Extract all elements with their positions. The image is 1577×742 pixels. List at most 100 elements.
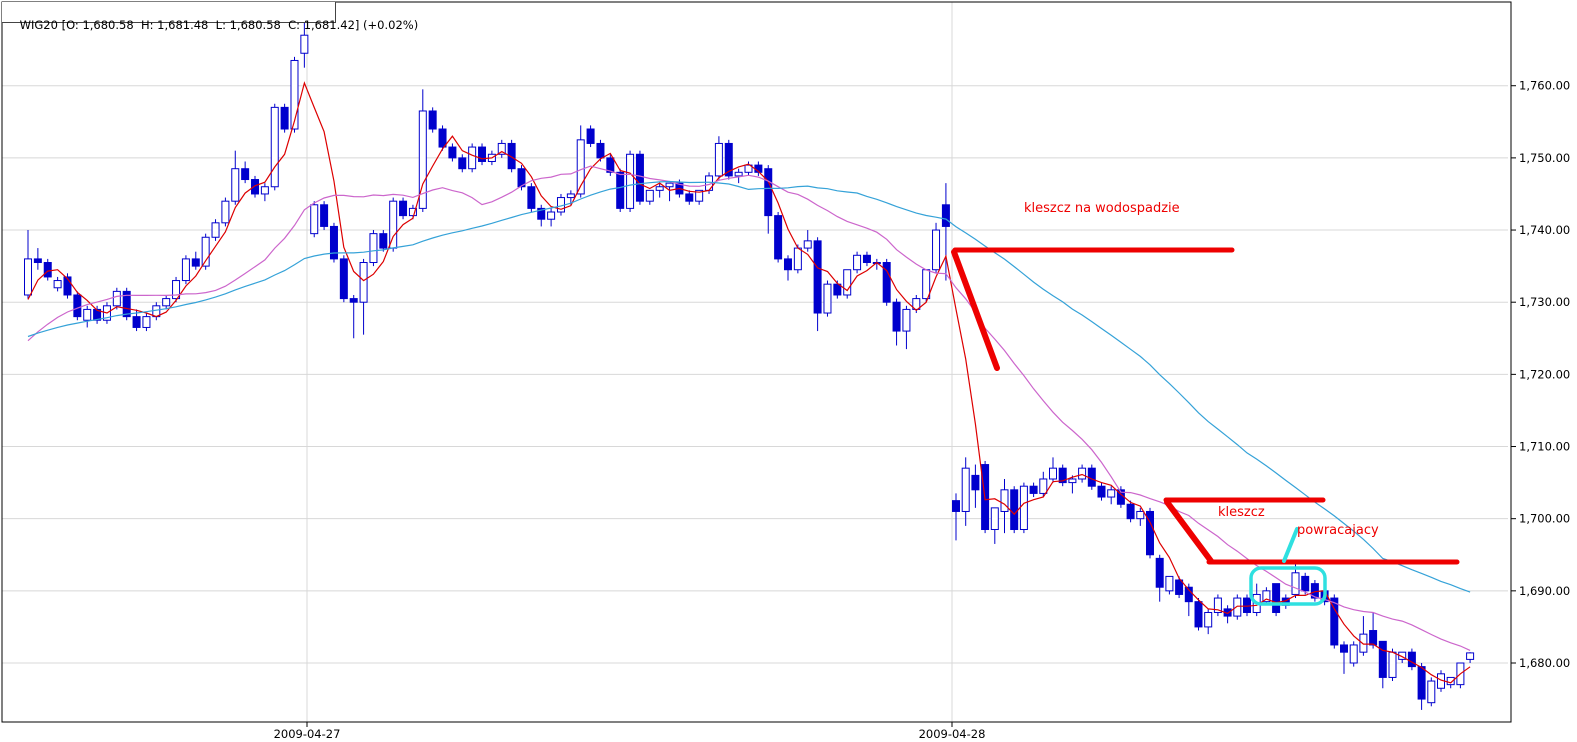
candle-up — [961, 467, 970, 512]
candle-up — [645, 189, 654, 202]
candle-down — [527, 186, 536, 209]
candle-down — [63, 276, 72, 296]
candle-down — [320, 204, 329, 227]
candle-up — [211, 222, 220, 238]
candle-up — [853, 254, 862, 271]
candle-down — [596, 142, 605, 159]
candle-down — [813, 240, 822, 314]
candle-down — [93, 308, 102, 321]
candle-down — [1097, 485, 1106, 498]
candle-up — [112, 290, 121, 307]
axes — [1, 1, 1512, 723]
candle-down — [1407, 651, 1416, 668]
candle-up — [1213, 597, 1222, 613]
candle-down — [1058, 467, 1067, 484]
candle-up — [1291, 572, 1300, 595]
candle-down — [122, 290, 131, 318]
candle-up — [369, 233, 378, 264]
candle-down — [438, 128, 447, 148]
candle-up — [932, 229, 941, 271]
candle-down — [941, 204, 950, 227]
y-axis-label: 1,760.00 — [1519, 79, 1570, 93]
candle-up — [912, 298, 921, 310]
candle-down — [33, 258, 42, 264]
candle-down — [1087, 467, 1096, 487]
red-annotation-line — [951, 249, 1000, 371]
cyan-highlight-box — [1249, 566, 1327, 606]
candle-down — [1010, 489, 1019, 531]
candle-down — [241, 168, 250, 181]
candle-up — [300, 34, 309, 54]
candle-up — [408, 207, 417, 217]
candle-up — [468, 146, 477, 170]
candle-up — [1165, 575, 1174, 592]
candle-up — [1107, 489, 1116, 498]
candle-up — [793, 247, 802, 271]
candle-down — [586, 128, 595, 144]
candle-down — [1378, 640, 1387, 678]
candle-up — [1359, 633, 1368, 653]
candle-up — [566, 193, 575, 199]
candle-up — [626, 153, 635, 209]
candle-up — [162, 298, 171, 307]
candle-up — [83, 308, 92, 321]
candle-down — [783, 258, 792, 271]
candle-down — [43, 262, 52, 278]
candle-down — [191, 258, 200, 267]
candle-up — [1068, 478, 1077, 484]
candle-down — [132, 316, 141, 328]
candle-up — [922, 269, 931, 300]
y-axis-label: 1,730.00 — [1519, 295, 1570, 309]
candle-up — [1000, 489, 1009, 512]
candle-down — [478, 146, 487, 162]
candle-down — [1175, 579, 1184, 595]
candle-down — [1301, 575, 1310, 592]
candle-up — [260, 186, 269, 195]
candle-up — [1204, 611, 1213, 628]
candle-down — [1369, 630, 1378, 646]
candle-up — [843, 269, 852, 296]
candle-down — [448, 146, 457, 159]
candle-up — [695, 189, 704, 202]
candle-up — [823, 283, 832, 314]
candle-down — [507, 142, 516, 170]
quote-title-box: WIG20 [O: 1,680.58 H: 1,681.48 L: 1,680.… — [2, 2, 418, 32]
candle-down — [892, 301, 901, 332]
candle-up — [714, 142, 723, 177]
y-axis-label: 1,700.00 — [1519, 512, 1570, 526]
candle-up — [290, 59, 299, 130]
candle-down — [73, 294, 82, 318]
candle-up — [1398, 651, 1407, 660]
candle-up — [359, 262, 368, 303]
candle-up — [734, 171, 743, 177]
candle-up — [576, 139, 585, 195]
candle-up — [53, 280, 62, 289]
candle-down — [952, 500, 960, 512]
candle-down — [1194, 601, 1203, 628]
ma-line-fast-red — [27, 81, 1471, 684]
candle-up — [1078, 467, 1087, 480]
red-annotation-line — [1164, 499, 1214, 564]
candle-up — [181, 258, 190, 282]
ma-line-slow-blue — [27, 180, 1471, 593]
candle-up — [547, 211, 556, 220]
candle-down — [1340, 644, 1348, 653]
annotation-text-waterfall-label: kleszcz na wodospadzie — [1024, 201, 1180, 216]
candle-down — [1184, 586, 1193, 603]
candle-down — [971, 474, 980, 491]
candle-up — [1349, 644, 1358, 664]
candle-down — [1126, 503, 1135, 520]
candle-up — [803, 240, 812, 249]
candle-down — [1029, 485, 1038, 494]
y-axis-ticks — [1511, 85, 1516, 664]
candle-down — [1243, 597, 1251, 613]
y-axis-label: 1,740.00 — [1519, 223, 1570, 237]
candle-down — [606, 157, 615, 173]
candle-up — [1019, 485, 1028, 531]
x-axis-labels: 2009-04-27 2009-04-28 — [274, 722, 985, 741]
x-axis-date-label: 2009-04-27 — [274, 727, 341, 741]
candle-down — [458, 157, 467, 170]
candle-up — [270, 106, 279, 188]
